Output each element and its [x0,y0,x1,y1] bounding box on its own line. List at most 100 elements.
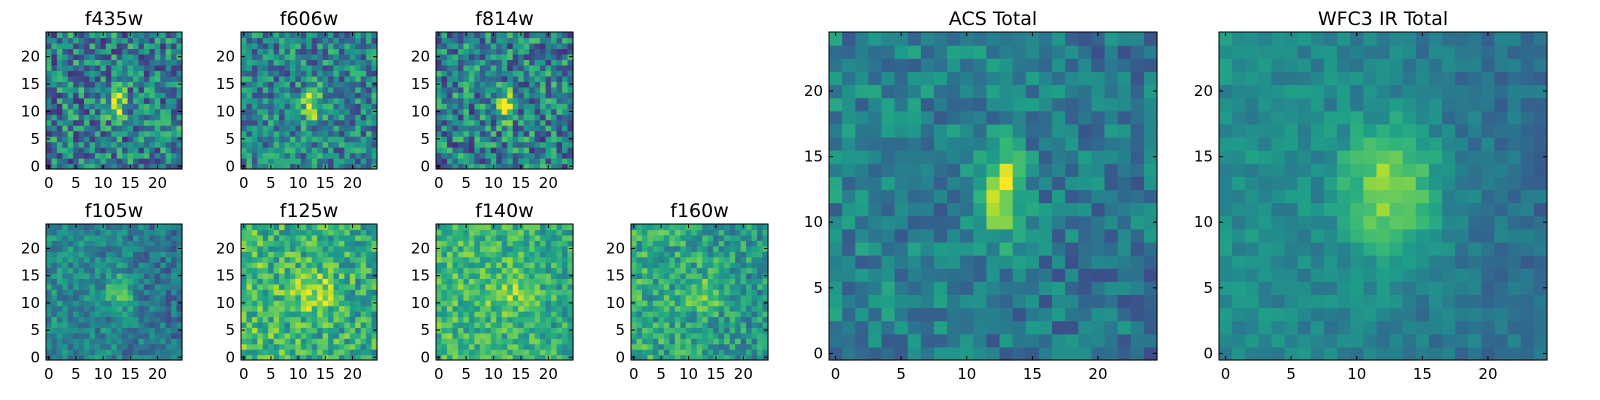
heatmap-cell [512,321,519,328]
heatmap-cell [534,53,541,60]
heatmap-cell [284,119,291,126]
heatmap-cell [1091,228,1106,243]
heatmap-cell [540,70,547,77]
heatmap-cell [512,283,519,290]
heatmap-cell [441,349,448,356]
heatmap-cell [138,262,145,269]
heatmap-cell [485,311,492,318]
heatmap-cell [490,136,497,143]
heatmap-cell [349,97,356,104]
heatmap-cell [127,152,134,159]
heatmap-cell [344,147,351,154]
heatmap-cell [295,267,302,274]
heatmap-cell [842,176,856,191]
heatmap-cell [78,141,85,148]
heatmap-cell [529,42,536,50]
heatmap-cell [529,234,536,241]
axes-frame [45,223,183,361]
heatmap-cell [551,75,558,82]
heatmap-cell [300,311,307,318]
heatmap-cell [441,267,448,274]
heatmap-cell [84,119,91,126]
heatmap-cell [262,130,269,137]
heatmap-cell [295,125,302,132]
heatmap-cell [295,37,302,44]
heatmap-cell [273,37,280,44]
heatmap-cell [349,349,356,356]
heatmap-cell [933,241,948,256]
heatmap-cell [567,147,574,154]
heatmap-cell [138,283,145,290]
heatmap-cell [757,229,764,236]
heatmap-cell [468,147,475,154]
heatmap-cell [446,278,454,285]
heatmap-cell [133,262,140,269]
heatmap-cell [729,278,736,285]
heatmap-cell [73,327,80,334]
heatmap-cell [89,147,96,154]
heatmap-cell [133,70,140,77]
heatmap-cell [122,81,129,88]
heatmap-cell [702,343,709,350]
heatmap-cell [691,272,698,279]
heatmap-cell [567,59,574,66]
heatmap-cell [127,262,134,269]
heatmap-cell [111,37,118,44]
heatmap-cell [94,108,101,115]
heatmap-cell [176,316,183,323]
heatmap-cell [457,163,464,170]
heatmap-cell [636,300,643,307]
heatmap-cell [62,321,69,328]
heatmap-cell [171,321,178,328]
heatmap-cell [947,307,961,322]
heatmap-cell [691,245,698,252]
heatmap-cell [100,48,107,55]
heatmap-cell [556,125,563,132]
heatmap-cell [740,283,747,290]
heatmap-cell [658,283,665,290]
heatmap-cell [485,125,492,132]
heatmap-cell [84,53,91,60]
heatmap-cell [122,240,129,247]
heatmap-cell [446,81,454,88]
heatmap-cell [89,245,96,252]
heatmap-cell [279,130,286,137]
heatmap-cell [355,327,362,334]
heatmap-cell [562,92,569,99]
heatmap-cell [317,354,324,361]
heatmap-cell [1104,281,1119,295]
heatmap-cell [757,278,764,285]
heatmap-cell [241,103,248,110]
heatmap-cell [501,283,508,290]
heatmap-cell [463,283,470,290]
heatmap-cell [540,278,547,285]
heatmap-cell [165,70,172,77]
heatmap-cell [724,349,731,356]
heatmap-cell [322,338,329,345]
heatmap-cell [567,338,574,345]
heatmap-cell [490,108,497,115]
heatmap-cell [94,125,101,132]
heatmap-cell [333,321,340,328]
heatmap-cell [534,130,541,137]
heatmap-cell [160,251,167,258]
heatmap-cell [344,37,351,44]
heatmap-cell [647,327,654,334]
heatmap-cell [718,262,725,269]
heatmap-cell [154,349,161,356]
heatmap-cell [551,338,558,345]
heatmap-cell [894,255,909,269]
heatmap-cell [73,136,80,143]
heatmap-cell [1091,307,1106,322]
heatmap-cell [344,224,351,231]
heatmap-cell [349,158,356,165]
heatmap-cell [122,256,129,263]
heatmap-cell [78,53,85,60]
heatmap-cell [842,150,856,164]
heatmap-cell [257,343,264,350]
heatmap-cell [702,327,709,334]
heatmap-cell [268,59,275,66]
heatmap-cell [479,327,486,334]
heatmap-cell [556,338,563,345]
heatmap-cell [122,130,129,137]
